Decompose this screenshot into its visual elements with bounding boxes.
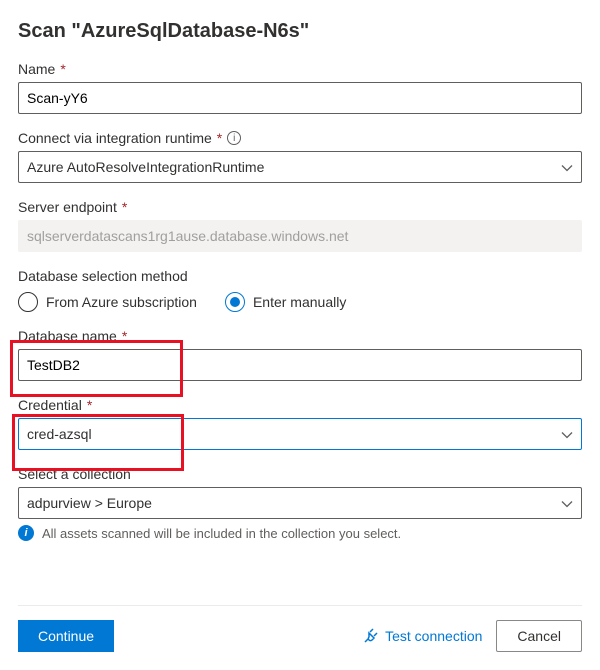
credential-select[interactable]: cred-azsql (18, 418, 582, 450)
field-collection: Select a collection adpurview > Europe i… (18, 466, 582, 541)
runtime-value: Azure AutoResolveIntegrationRuntime (27, 159, 264, 175)
credential-value: cred-azsql (27, 426, 92, 442)
collection-label: Select a collection (18, 466, 131, 482)
runtime-select[interactable]: Azure AutoResolveIntegrationRuntime (18, 151, 582, 183)
required-asterisk: * (122, 199, 127, 215)
test-connection-label: Test connection (385, 628, 482, 644)
endpoint-label: Server endpoint (18, 199, 117, 215)
required-asterisk: * (60, 61, 65, 77)
endpoint-input: sqlserverdatascans1rg1ause.database.wind… (18, 220, 582, 252)
field-credential: Credential * cred-azsql (18, 397, 582, 450)
radio-label: Enter manually (253, 294, 346, 310)
dbselect-label: Database selection method (18, 268, 188, 284)
field-endpoint: Server endpoint * sqlserverdatascans1rg1… (18, 199, 582, 252)
cancel-button[interactable]: Cancel (496, 620, 582, 652)
radio-from-subscription[interactable]: From Azure subscription (18, 292, 197, 312)
endpoint-value: sqlserverdatascans1rg1ause.database.wind… (27, 228, 348, 244)
info-icon[interactable]: i (227, 131, 241, 145)
credential-label: Credential (18, 397, 82, 413)
plug-icon (363, 628, 379, 644)
collection-value: adpurview > Europe (27, 495, 152, 511)
chevron-down-icon (561, 428, 573, 440)
collection-note-row: i All assets scanned will be included in… (18, 525, 582, 541)
page-title: Scan "AzureSqlDatabase-N6s" (18, 20, 582, 43)
runtime-label: Connect via integration runtime (18, 130, 212, 146)
test-connection-button[interactable]: Test connection (363, 628, 482, 644)
collection-select[interactable]: adpurview > Europe (18, 487, 582, 519)
dbname-input[interactable] (18, 349, 582, 381)
field-dbselect: Database selection method From Azure sub… (18, 268, 582, 312)
chevron-down-icon (561, 497, 573, 509)
field-runtime: Connect via integration runtime * i Azur… (18, 130, 582, 183)
field-dbname: Database name * (18, 328, 582, 381)
dbname-label: Database name (18, 328, 117, 344)
required-asterisk: * (217, 130, 222, 146)
name-label: Name (18, 61, 55, 77)
radio-label: From Azure subscription (46, 294, 197, 310)
name-input[interactable] (18, 82, 582, 114)
continue-button[interactable]: Continue (18, 620, 114, 652)
info-icon: i (18, 525, 34, 541)
footer: Continue Test connection Cancel (18, 605, 582, 652)
field-name: Name * (18, 61, 582, 114)
radio-enter-manually[interactable]: Enter manually (225, 292, 346, 312)
required-asterisk: * (87, 397, 92, 413)
collection-note: All assets scanned will be included in t… (42, 526, 401, 541)
required-asterisk: * (122, 328, 127, 344)
chevron-down-icon (561, 161, 573, 173)
